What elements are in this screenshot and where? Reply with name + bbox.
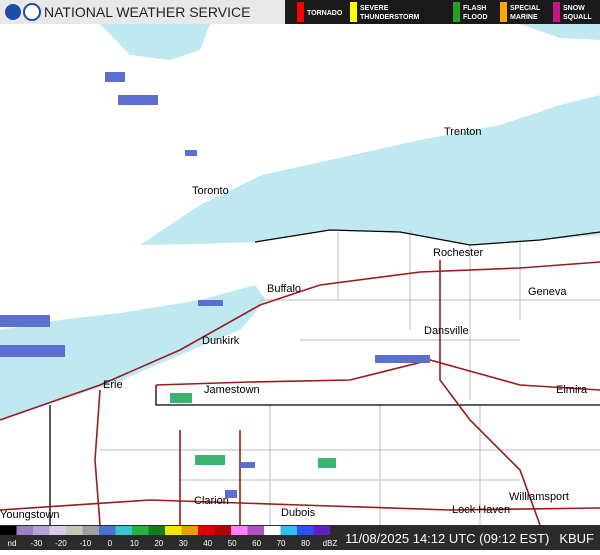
scale-swatch [264,526,281,535]
scale-swatch [33,526,50,535]
scale-swatch [66,526,83,535]
scale-label: dBZ [323,539,338,548]
warning-label: SNOW SQUALL [563,5,593,21]
scale-label: 30 [179,539,188,548]
city-label: Erie [103,379,123,391]
highways [0,260,600,526]
city-label: Jamestown [204,384,260,396]
scale-swatch [132,526,149,535]
scale-swatch [99,526,116,535]
scale-swatch [115,526,132,535]
warning-label: TORNADO [307,10,343,17]
scale-swatch [214,526,231,535]
city-label: Dunkirk [202,335,240,347]
city-label: Youngstown [0,509,60,521]
header-title: NATIONAL WEATHER SERVICE [44,4,250,20]
scale-swatch [165,526,182,535]
lake-ontario [140,95,600,245]
scale-swatch [247,526,264,535]
warning-label: SPECIAL MARINE [510,5,541,21]
scale-label: 60 [252,539,261,548]
nws-logo [23,3,41,21]
scale-label: 50 [228,539,237,548]
county-lines [100,230,600,525]
scale-swatch [49,526,66,535]
city-label: Buffalo [267,283,301,295]
lake-erie [0,285,266,420]
city-label: Rochester [433,247,483,259]
city-label: Elmira [556,384,588,396]
radar-returns [0,72,430,498]
city-label: Williamsport [509,491,569,503]
scale-label: 80 [301,539,310,548]
city-label: Clarion [194,495,229,507]
warning-swatch [500,2,507,22]
scale-swatch [16,526,33,535]
color-scale: nd -30 -20 -10 0 10 20 30 40 50 60 70 80 dBZ [0,526,337,548]
scale-label: 40 [203,539,212,548]
warning-swatch [453,2,460,22]
warning-items: TORNADO SEVERE THUNDERSTORM FLASH FLOOD SPECI… [297,2,593,22]
scale-swatch [280,526,297,535]
warning-legend [285,0,600,24]
city-label: Dubois [281,507,316,519]
station: KBUF [559,531,594,546]
scale-swatch [181,526,198,535]
warning-swatch [553,2,560,22]
scale-swatch [231,526,248,535]
city-label: Toronto [192,185,229,197]
warning-label: SEVERE THUNDERSTORM [360,5,420,21]
scale-swatch [313,526,330,535]
header-bar [0,0,285,24]
scale-label: 20 [154,539,163,548]
scale-swatch [82,526,99,535]
warning-swatch [297,2,304,22]
scale-label: 70 [277,539,286,548]
scale-label: 0 [108,539,113,548]
scale-swatch [297,526,314,535]
scale-label: -30 [31,539,43,548]
city-label: Lock Haven [452,504,510,516]
city-label: Dansville [424,325,469,337]
warning-swatch [350,2,357,22]
scale-label: 10 [130,539,139,548]
city-labels: Trenton Toronto Rochester Buffalo Geneva Dunk… [0,126,588,521]
city-label: Geneva [528,286,567,298]
scale-swatch [198,526,215,535]
scale-label: nd [8,539,17,548]
state-lines [49,229,600,525]
city-label: Trenton [444,126,482,138]
scale-label: -20 [55,539,67,548]
scale-swatch [0,526,17,535]
noaa-logo [5,4,21,20]
scale-swatch [148,526,165,535]
scale-label: -10 [80,539,92,548]
timestamp: 11/08/2025 14:12 UTC (09:12 EST) [345,531,549,546]
warning-label: FLASH FLOOD [463,5,488,21]
lake-north [100,24,600,60]
